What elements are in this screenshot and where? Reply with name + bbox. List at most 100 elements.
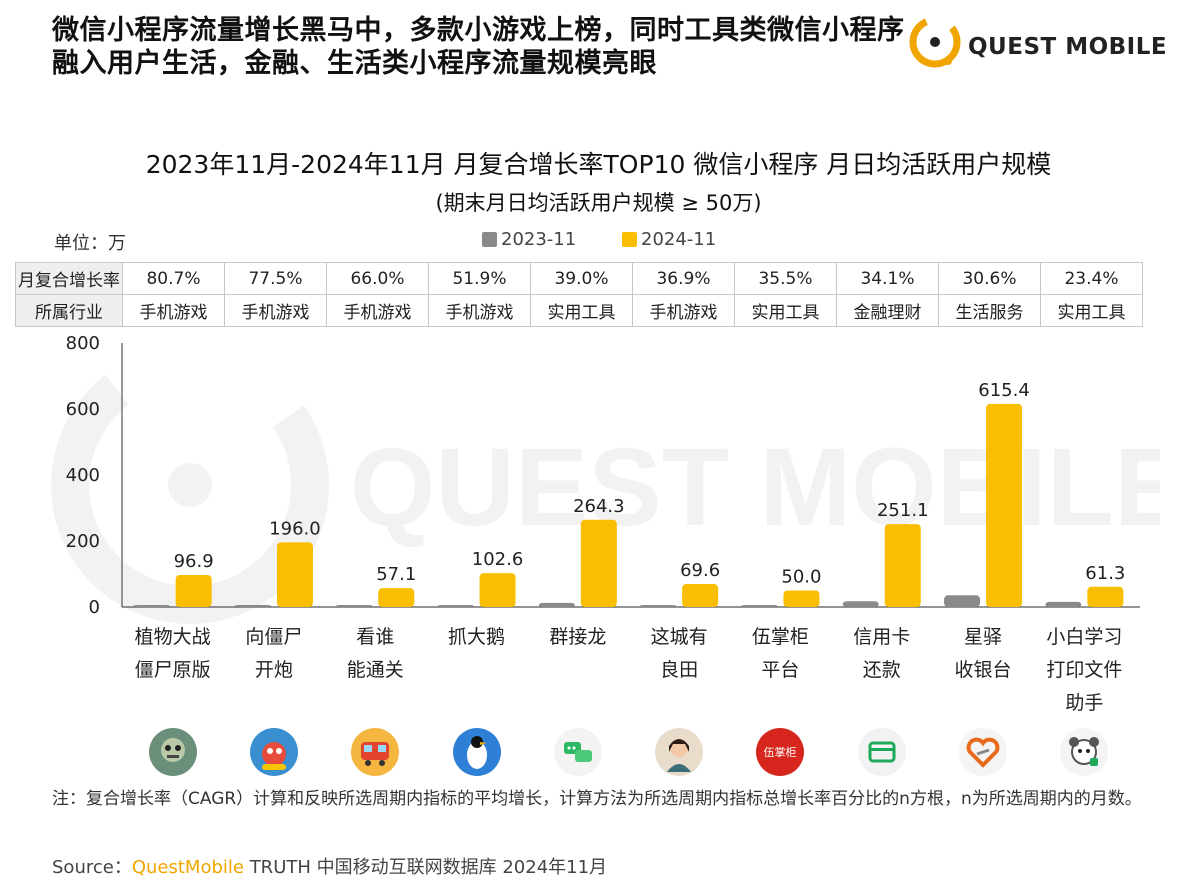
bar-value-label: 69.6 (680, 560, 720, 581)
bar-2023 (133, 605, 170, 607)
legend-item-2023: 2023-11 (482, 229, 576, 250)
x-tick-label: 向僵尸 开炮 (224, 621, 324, 687)
x-tick-label-line: 开炮 (254, 659, 293, 681)
y-tick-label: 800 (66, 333, 100, 354)
y-tick-label: 600 (66, 399, 100, 420)
bar-value-label: 251.1 (877, 500, 929, 521)
growth-rate-cell: 66.0% (326, 262, 429, 295)
industry-cell: 实用工具 (734, 294, 837, 327)
table-header-growth: 月复合增长率 (15, 262, 123, 295)
x-tick-label-line: 平台 (761, 659, 800, 681)
table-header-industry: 所属行业 (15, 294, 123, 327)
industry-cell: 手机游戏 (428, 294, 531, 327)
bar-value-label: 61.3 (1085, 563, 1125, 584)
industry-cell: 实用工具 (1040, 294, 1143, 327)
x-tick-label: 伍掌柜 平台 (730, 621, 830, 687)
y-tick-label: 0 (89, 597, 100, 618)
source-rest: TRUTH 中国移动互联网数据库 2024年11月 (243, 857, 608, 878)
bar-2023 (336, 605, 373, 607)
card-icon (857, 728, 906, 776)
x-tick-label-line: 还款 (862, 659, 901, 681)
bar-2023 (842, 601, 879, 607)
growth-industry-table: 月复合增长率 80.7% 77.5% 66.0% 51.9% 39.0% 36.… (15, 262, 1143, 327)
growth-rate-cell: 77.5% (224, 262, 327, 295)
watermark: QUEST MOBILE (51, 346, 1160, 624)
x-tick-label-line: 向僵尸 (245, 626, 303, 648)
x-tick-label: 抓大鹅 (427, 621, 527, 654)
x-tick-label-line: 这城有 (650, 626, 708, 648)
bar-2024 (783, 590, 820, 607)
unit-label: 单位：万 (54, 233, 126, 254)
growth-rate-cell: 35.5% (734, 262, 837, 295)
quest-mobile-logo (909, 16, 961, 68)
legend-item-2024: 2024-11 (622, 229, 716, 250)
x-tick-label-line: 植物大战 (134, 626, 211, 648)
bar-2023 (741, 605, 778, 607)
chat-bubbles-icon (553, 728, 602, 776)
dog-icon (1060, 728, 1109, 776)
x-tick-label-line: 收银台 (954, 659, 1012, 681)
shop-sign-icon: 伍掌柜 (756, 728, 805, 776)
bar-2024 (682, 584, 719, 607)
bar-value-label: 50.0 (781, 567, 821, 588)
bar-2023 (234, 605, 271, 607)
table-row-growth: 月复合增长率 80.7% 77.5% 66.0% 51.9% 39.0% 36.… (15, 262, 1143, 295)
x-tick-label-line: 群接龙 (549, 626, 607, 648)
x-tick-label: 信用卡 还款 (832, 621, 932, 687)
watermark-text: QUEST MOBILE (350, 426, 1160, 549)
table-row-industry: 所属行业 手机游戏 手机游戏 手机游戏 手机游戏 实用工具 手机游戏 实用工具 … (15, 294, 1143, 327)
bar-2024 (884, 524, 921, 607)
logo-text: QUEST MOBILE (968, 34, 1168, 60)
x-tick-label-line: 助手 (1065, 692, 1104, 714)
x-tick-label: 群接龙 (528, 621, 628, 654)
industry-cell: 手机游戏 (326, 294, 429, 327)
x-tick-label-line: 良田 (660, 659, 699, 681)
legend-swatch-2024 (622, 232, 637, 247)
industry-cell: 实用工具 (530, 294, 633, 327)
svg-text:伍掌柜: 伍掌柜 (764, 745, 797, 759)
x-tick-label: 小白学习打印文件助手 (1034, 621, 1134, 720)
industry-cell: 生活服务 (938, 294, 1041, 327)
legend-swatch-2023 (482, 232, 497, 247)
legend-label-2023: 2023-11 (501, 229, 577, 250)
growth-rate-cell: 80.7% (122, 262, 225, 295)
x-tick-label-line: 小白学习 (1046, 626, 1123, 648)
bar-2023 (1045, 601, 1082, 607)
bar-2024 (1087, 586, 1124, 607)
x-tick-label-line: 伍掌柜 (751, 626, 809, 648)
x-tick-label-line: 僵尸原版 (134, 659, 211, 681)
x-tick-label: 植物大战 僵尸原版 (123, 621, 223, 687)
heart-logo-icon (959, 728, 1008, 776)
growth-rate-cell: 23.4% (1040, 262, 1143, 295)
industry-cell: 手机游戏 (224, 294, 327, 327)
x-tick-label-line: 打印文件 (1046, 659, 1123, 681)
y-tick-label: 200 (66, 531, 100, 552)
x-tick-label: 这城有 良田 (629, 621, 729, 687)
bar-2023 (640, 605, 677, 607)
y-tick-label: 400 (66, 465, 100, 486)
bar-value-label: 264.3 (573, 496, 625, 517)
page-headline: 微信小程序流量增长黑马中，多款小游戏上榜，同时工具类微信小程序融入用户生活，金融… (52, 15, 905, 79)
growth-rate-cell: 36.9% (632, 262, 735, 295)
bar-value-label: 57.1 (376, 564, 416, 585)
source-prefix: Source： (52, 857, 132, 878)
x-tick-label-line: 星驿 (964, 626, 1003, 648)
growth-rate-cell: 51.9% (428, 262, 531, 295)
bar-2023 (538, 602, 575, 607)
growth-rate-cell: 34.1% (836, 262, 939, 295)
bar-chart: 0 200 400 600 800 96.9 196.0 57.1 102.6 264.3 69.6… (66, 333, 1140, 618)
x-tick-label-line: 抓大鹅 (448, 626, 506, 648)
x-tick-label-line: 信用卡 (853, 626, 911, 648)
source-line: Source：QuestMobile TRUTH 中国移动互联网数据库 2024… (52, 853, 607, 879)
monster-icon (249, 728, 298, 776)
bar-value-label: 615.4 (978, 380, 1030, 401)
zombie-icon (148, 728, 197, 776)
chart-title: 2023年11月-2024年11月 月复合增长率TOP10 微信小程序 月日均活… (145, 150, 1052, 179)
bar-2024 (986, 403, 1023, 607)
bar-2024 (580, 519, 617, 607)
industry-cell: 金融理财 (836, 294, 939, 327)
industry-cell: 手机游戏 (632, 294, 735, 327)
growth-rate-cell: 39.0% (530, 262, 633, 295)
bar-2024 (479, 573, 516, 607)
bar-value-label: 196.0 (269, 518, 321, 539)
